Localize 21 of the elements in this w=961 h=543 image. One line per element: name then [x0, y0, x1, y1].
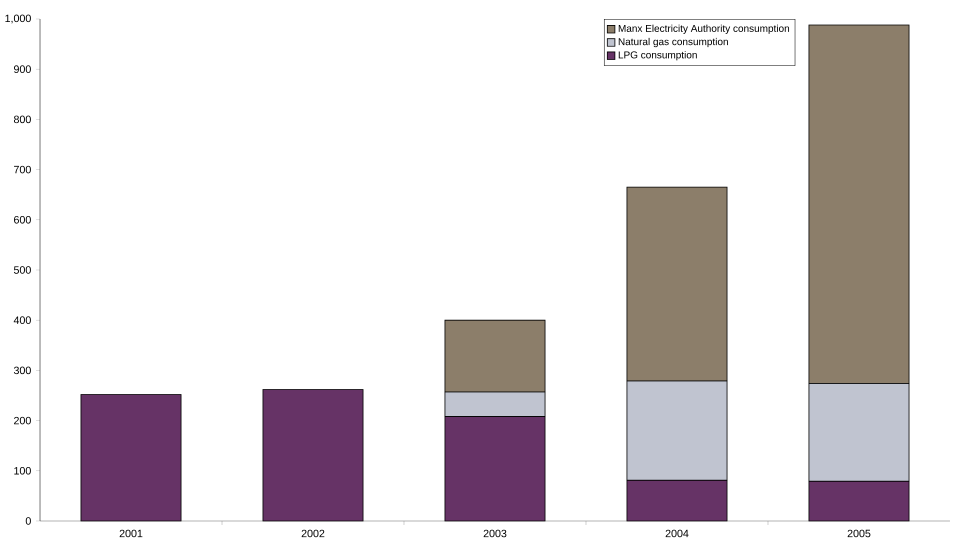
y-tick-label: 0 [26, 517, 31, 525]
y-tick-label: 400 [14, 316, 31, 324]
y-tick-label: 100 [14, 467, 31, 475]
y-tick-label: 900 [14, 65, 31, 73]
x-tick-label: 2003 [484, 530, 506, 538]
x-tick-label: 2001 [120, 530, 142, 538]
legend-label: Natural gas consumption [618, 38, 728, 48]
x-tick-label: 2004 [666, 530, 689, 538]
x-tick-label: 2005 [848, 530, 870, 538]
y-tick-label: 1,000 [5, 14, 31, 24]
y-tick-label: 300 [14, 366, 31, 374]
legend-label: Manx Electricity Authority consumption [618, 24, 790, 34]
bar [262, 389, 364, 522]
y-tick-label: 800 [14, 116, 31, 124]
y-tick-label: 600 [14, 216, 31, 224]
legend-label: LPG consumption [618, 51, 697, 60]
y-tick-label: 200 [14, 416, 31, 424]
y-tick-label: 500 [14, 266, 31, 274]
bar [80, 394, 182, 522]
y-tick-label: 700 [14, 166, 31, 174]
x-tick-label: 2002 [302, 530, 324, 538]
